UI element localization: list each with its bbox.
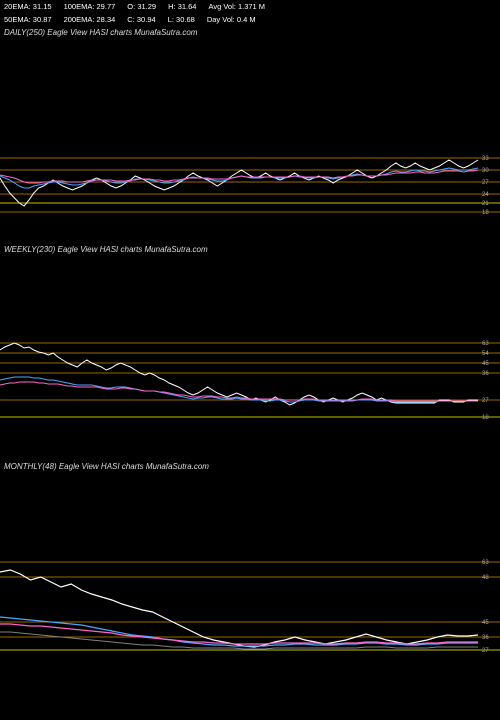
- y-axis-label: 63: [482, 341, 489, 347]
- y-axis-label: 27: [482, 398, 489, 404]
- y-axis-label: 54: [482, 351, 489, 357]
- series-line-0: [0, 343, 478, 405]
- y-axis-label: 24: [482, 192, 489, 198]
- series-line-0: [0, 160, 478, 206]
- series-line-2: [0, 624, 478, 644]
- series-line-0: [0, 570, 478, 647]
- chart-panel-2: MONTHLY(48) Eagle View HASI charts Munaf…: [0, 462, 500, 692]
- header-row-1: 20EMA: 31.15 100EMA: 29.77 O: 31.29 H: 3…: [0, 0, 500, 13]
- header-row-2: 50EMA: 30.87 200EMA: 28.34 C: 30.94 L: 3…: [0, 13, 500, 26]
- y-axis-label: 45: [482, 620, 489, 626]
- chart-panel-1: WEEKLY(230) Eagle View HASI charts Munaf…: [0, 245, 500, 455]
- y-axis-label: 18: [482, 415, 489, 421]
- series-line-1: [0, 617, 478, 646]
- chart-svg: 63 54 45 36 27 18: [0, 245, 500, 455]
- y-axis-label: 36: [482, 635, 489, 641]
- y-axis-label: 48: [482, 575, 489, 581]
- y-axis-label: 45: [482, 361, 489, 367]
- chart-title: WEEKLY(230) Eagle View HASI charts Munaf…: [4, 245, 208, 254]
- y-axis-label: 30: [482, 168, 489, 174]
- y-axis-label: 63: [482, 560, 489, 566]
- chart-svg: 63 48 45 36 27: [0, 462, 500, 692]
- chart-svg: 33 30 27 24 21 18: [0, 28, 500, 238]
- y-axis-label: 27: [482, 180, 489, 186]
- chart-title: MONTHLY(48) Eagle View HASI charts Munaf…: [4, 462, 209, 471]
- chart-title: DAILY(250) Eagle View HASI charts Munafa…: [4, 28, 197, 37]
- series-line-1: [0, 377, 478, 402]
- y-axis-label: 36: [482, 371, 489, 377]
- y-axis-label: 18: [482, 210, 489, 216]
- y-axis-label: 21: [482, 201, 489, 207]
- chart-panel-0: DAILY(250) Eagle View HASI charts Munafa…: [0, 28, 500, 238]
- y-axis-label: 33: [482, 156, 489, 162]
- y-axis-label: 27: [482, 648, 489, 654]
